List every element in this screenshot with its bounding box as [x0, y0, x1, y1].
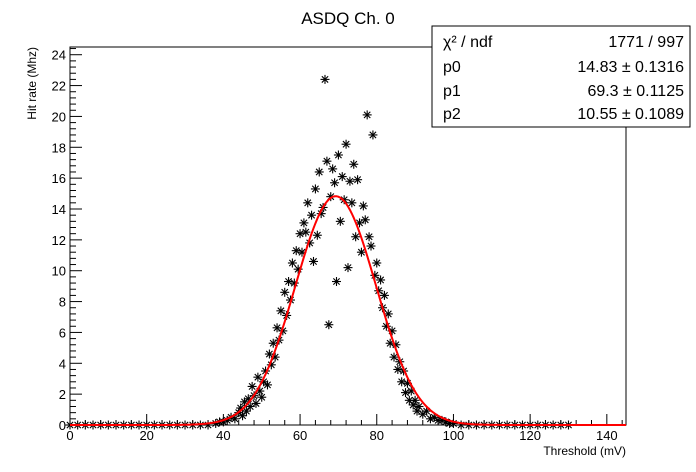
- y-tick-label: 24: [52, 48, 66, 63]
- x-tick-label: 20: [139, 428, 153, 443]
- data-point: [312, 230, 322, 240]
- data-point: [310, 184, 320, 194]
- data-point: [331, 277, 341, 287]
- y-tick-label: 16: [52, 171, 66, 186]
- data-point: [330, 178, 340, 188]
- stats-box: χ² / ndf 1771 / 997 p0 14.83 ± 0.1316 p1…: [431, 25, 691, 128]
- data-point: [299, 218, 309, 228]
- y-tick-label: 22: [52, 79, 66, 94]
- data-point: [320, 74, 330, 84]
- data-point: [360, 215, 370, 225]
- data-point: [203, 420, 213, 430]
- data-point: [410, 395, 420, 405]
- data-point: [276, 306, 286, 316]
- x-tick-label: 60: [293, 428, 307, 443]
- data-point: [272, 323, 282, 333]
- data-point: [257, 392, 267, 402]
- stats-label-chi2: χ² / ndf: [443, 34, 493, 51]
- y-tick-label: 12: [52, 233, 66, 248]
- stats-value-p1: 69.3 ± 0.1125: [587, 83, 684, 100]
- data-point: [364, 232, 374, 242]
- y-tick-label: 6: [59, 325, 66, 340]
- data-point: [307, 210, 317, 220]
- data-points: [65, 74, 573, 430]
- data-point: [372, 258, 382, 268]
- data-point: [358, 201, 368, 211]
- y-tick-label: 14: [52, 202, 66, 217]
- x-tick-label: 100: [443, 428, 465, 443]
- data-point: [238, 411, 248, 421]
- x-tick-label: 140: [596, 428, 618, 443]
- y-tick-label: 20: [52, 109, 66, 124]
- data-point: [333, 150, 343, 160]
- data-point: [301, 227, 311, 237]
- data-point: [345, 176, 355, 186]
- data-point: [335, 216, 345, 226]
- chart-title: ASDQ Ch. 0: [301, 9, 395, 28]
- data-point: [383, 309, 393, 319]
- y-tick-label: 4: [59, 356, 66, 371]
- data-point: [368, 130, 378, 140]
- data-point: [324, 320, 334, 330]
- data-point: [328, 164, 338, 174]
- data-point: [262, 380, 272, 390]
- data-point: [308, 256, 318, 266]
- y-tick-label: 18: [52, 140, 66, 155]
- data-point: [295, 229, 305, 239]
- stats-label-p0: p0: [443, 59, 461, 76]
- data-point: [376, 275, 386, 285]
- data-point: [393, 364, 403, 374]
- stats-value-p2: 10.55 ± 0.1089: [577, 106, 684, 123]
- data-point: [251, 398, 261, 408]
- stats-value-p0: 14.83 ± 0.1316: [577, 59, 684, 76]
- fit-curve: [70, 195, 626, 426]
- data-point: [404, 395, 414, 405]
- data-point: [397, 377, 407, 387]
- data-point: [379, 290, 389, 300]
- y-tick-label: 2: [59, 387, 66, 402]
- data-point: [322, 156, 332, 166]
- data-point: [284, 277, 294, 287]
- data-point: [280, 287, 290, 297]
- y-tick-label: 10: [52, 264, 66, 279]
- x-axis-ticks: 0 20 40 60 80 100 120 140: [66, 414, 623, 443]
- data-point: [341, 139, 351, 149]
- data-point: [343, 263, 353, 273]
- y-tick-label: 8: [59, 295, 66, 310]
- data-point: [337, 172, 347, 182]
- data-point: [241, 406, 251, 416]
- data-point: [347, 198, 357, 208]
- x-axis-label: Threshold (mV): [543, 444, 626, 458]
- x-tick-label: 80: [370, 428, 384, 443]
- data-point: [303, 198, 313, 208]
- data-point: [353, 175, 363, 185]
- data-point: [389, 352, 399, 362]
- x-tick-label: 40: [216, 428, 230, 443]
- data-point: [414, 401, 424, 411]
- y-tick-label: 0: [59, 418, 66, 433]
- data-point: [362, 110, 372, 120]
- data-point: [291, 246, 301, 256]
- x-tick-label: 120: [519, 428, 541, 443]
- data-point: [351, 232, 361, 242]
- data-point: [287, 258, 297, 268]
- stats-label-p2: p2: [443, 106, 461, 123]
- plot-frame: [69, 46, 627, 426]
- stats-value-chi2: 1771 / 997: [608, 34, 684, 51]
- data-point: [253, 372, 263, 382]
- data-point: [247, 381, 257, 391]
- data-point: [366, 241, 376, 251]
- data-point: [425, 414, 435, 424]
- data-point: [356, 247, 366, 257]
- data-point: [349, 159, 359, 169]
- data-point: [401, 388, 411, 398]
- y-axis-label: Hit rate (Mhz): [25, 47, 39, 120]
- stats-label-p1: p1: [443, 83, 461, 100]
- data-point: [314, 167, 324, 177]
- x-tick-label: 0: [66, 428, 73, 443]
